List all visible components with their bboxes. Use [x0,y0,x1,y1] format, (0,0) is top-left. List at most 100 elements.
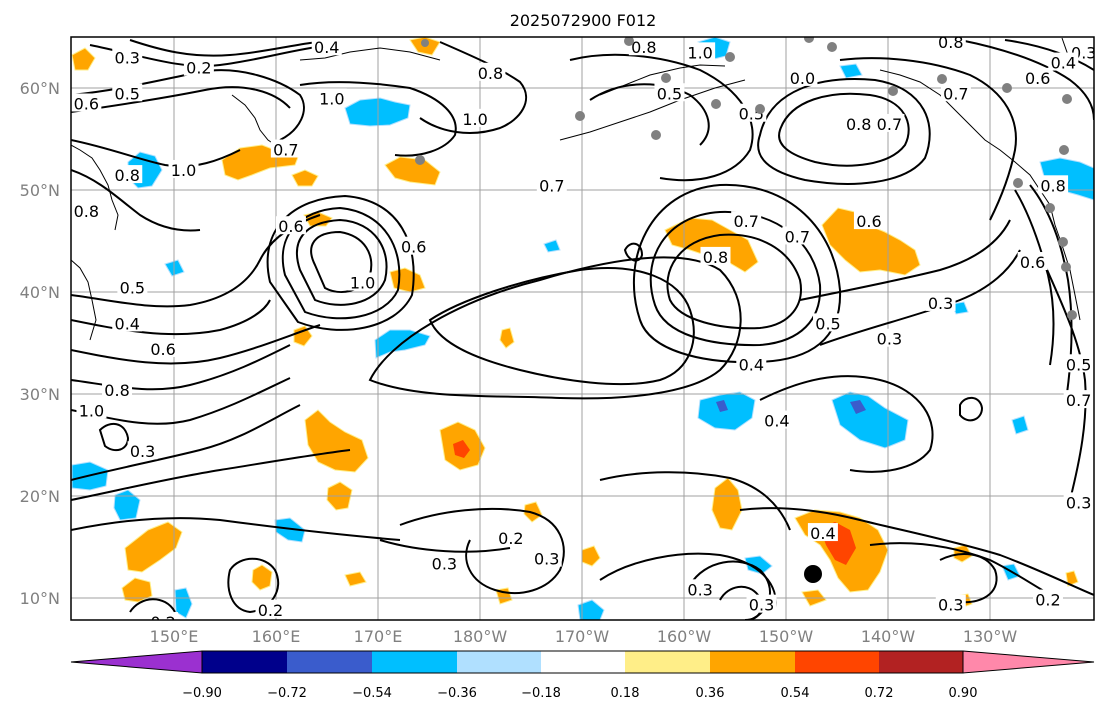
contour-label-background [398,236,429,255]
station-dot [725,52,735,62]
negative-anomaly-region [850,400,866,414]
contour-label: 0.3 [928,294,953,313]
positive-anomaly-region [304,409,369,473]
contour-label: 0.5 [120,279,145,298]
station-dot [651,130,661,140]
station-dot [888,86,898,96]
station-dot [415,155,425,165]
positive-anomaly-region [1065,570,1079,587]
contour-label: 0.7 [1066,391,1091,410]
contour-label-background [925,292,956,311]
positive-anomaly-region [251,564,273,591]
contour-label-background [102,379,133,398]
contour-label: 0.2 [1035,591,1060,610]
contour-label-background [853,211,884,230]
contour-line [379,539,511,553]
colorbar-segment [710,651,795,673]
colorbar-tick-label: 0.90 [949,686,978,701]
colorbar-tick-label: 0.18 [611,686,640,701]
contour-label: 0.6 [1020,253,1045,272]
contour-line [129,598,176,613]
contour-label-background [311,37,342,56]
contour-label: 0.6 [1025,69,1050,88]
coastline [879,69,1081,321]
contour-label-background [536,175,567,194]
contour-label: 1.0 [319,89,344,108]
contour-label-background [1022,67,1053,86]
contour-line [71,324,321,365]
contour-label: 0.6 [150,340,175,359]
contour-label-background [275,216,306,235]
contour-label: 0.8 [115,166,140,185]
colorbar-segment [541,651,625,673]
contour-labels: 0.30.20.40.80.50.6 1.01.00.71.00.80.60.61… [71,33,1094,620]
contour-label-background [807,523,838,542]
negative-anomaly-region [577,599,605,620]
contour-label-background [112,313,143,332]
colorbar-segment [879,651,963,673]
colorbar-low-extension [70,650,203,674]
contour-label: 0.8 [938,33,963,52]
coastline [559,79,746,141]
contour-label: 0.7 [785,227,810,246]
negative-anomaly-region [1011,415,1029,435]
contour-label: 1.0 [79,401,104,420]
negative-anomaly-region [839,63,863,79]
contour-line [839,57,1017,221]
contour-label-background [112,165,143,184]
contour-label-background [1048,52,1079,71]
contour-line [959,39,1094,121]
colorbar-tick-label: 0.36 [696,686,725,701]
contour-label: 0.6 [856,212,881,231]
colorbar-tick-label: −0.54 [352,686,392,701]
map-frame [70,36,1095,621]
contour-label: 0.8 [104,381,129,400]
contour-label: 1.0 [687,43,712,62]
contour-label: 0.3 [877,330,902,349]
contour-label-background [1038,175,1069,194]
contour-label: 0.8 [1040,176,1065,195]
lat-label: 50°N [20,181,60,200]
contour-line [71,214,321,308]
contour-label-background [782,226,813,245]
contour-label-background [874,113,905,132]
contour-label: 0.4 [739,355,764,374]
contour-label-background [148,612,179,620]
contour-label: 0.3 [687,580,712,599]
contour-label-background [429,553,460,572]
contour-line [599,552,777,611]
colorbar-tick-label: −0.90 [182,686,222,701]
contour-label: 0.0 [790,69,815,88]
station-dot [1013,178,1023,188]
colorbar-tick-label: −0.18 [521,686,561,701]
contour-label-background [270,139,301,158]
contour-label-background [531,548,562,567]
contour-label: 0.8 [478,64,503,83]
contour-label: 0.5 [657,84,682,103]
station-dot [1062,94,1072,104]
contour-label: 0.5 [115,84,140,103]
contour-label: 0.7 [877,115,902,134]
contour-line [71,404,301,481]
contour-line [71,86,291,113]
contour-label: 1.0 [171,161,196,180]
colorbar: −0.90 −0.72 −0.54 −0.36 −0.18 0.18 0.36 … [70,650,1095,701]
lat-label: 60°N [20,79,60,98]
storm-center-marker [804,565,822,583]
contour-label-background [1017,252,1048,271]
station-dot [1067,310,1077,320]
contour-label-background [787,67,818,86]
colorbar-tick-label: −0.36 [437,686,477,701]
contour-label-background [495,528,526,547]
contour-line [1004,39,1094,71]
contour-label: 0.7 [943,84,968,103]
contour-label-background [731,211,762,230]
station-dot [711,99,721,109]
contour-label: 0.2 [186,59,211,78]
lat-label: 20°N [20,487,60,506]
contour-line [71,517,401,541]
coastline [71,144,119,231]
map-plot-area: 0.30.20.40.80.50.6 1.01.00.71.00.80.60.61… [71,33,1094,620]
colorbar-segment [287,651,372,673]
contour-line [71,139,241,168]
